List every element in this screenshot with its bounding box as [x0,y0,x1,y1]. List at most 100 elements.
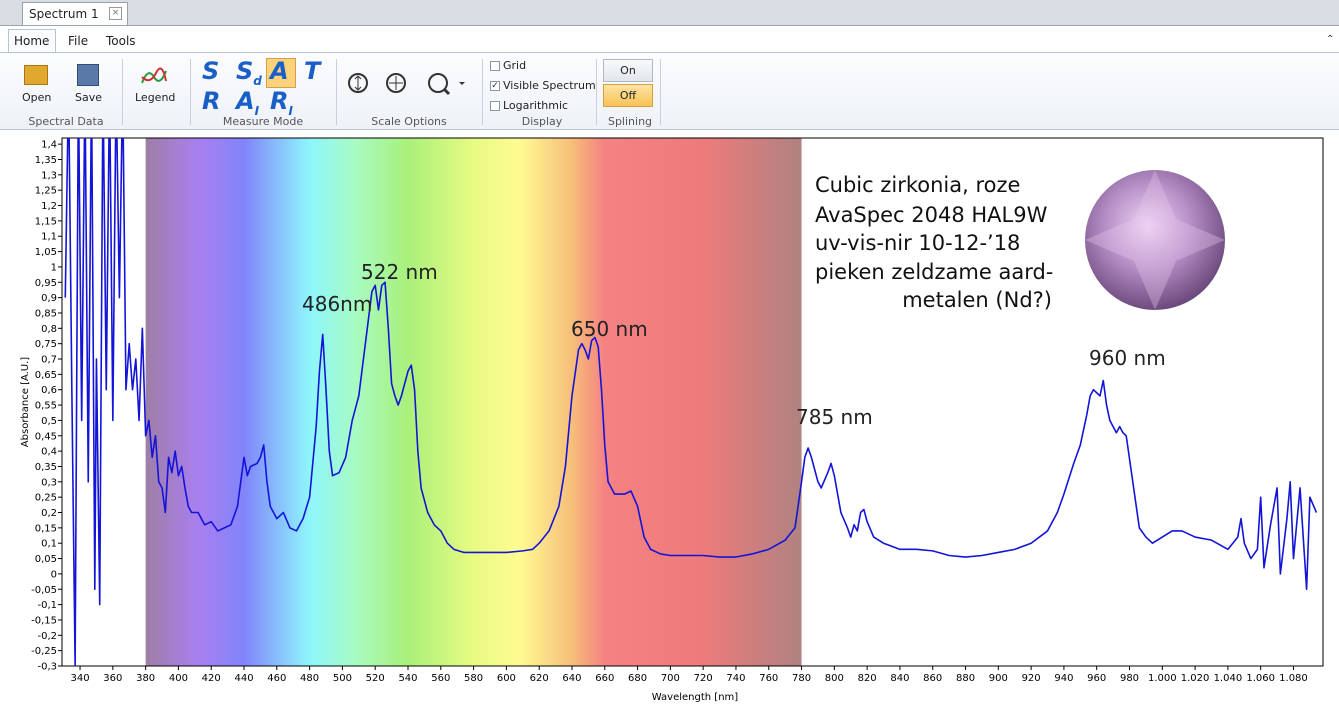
measure-mode[interactable]: RI [270,87,293,118]
y-tick-label: 0,45 [35,431,57,442]
tab-bar: Spectrum 1 × [0,0,1339,26]
open-button[interactable]: Open [22,91,52,104]
y-tick-label: -0,05 [31,585,57,596]
y-tick-label: 0 [51,569,57,580]
save-icon [77,64,99,86]
y-tick-label: 0,95 [35,278,57,289]
x-tick-label: 1.080 [1279,673,1308,684]
line-layer [64,138,1318,666]
x-axis-label: Wavelength [nm] [652,692,738,703]
mode-letter: S [202,57,220,85]
y-tick-label: 0,55 [35,401,57,412]
y-tick-label: 0,4 [41,447,57,458]
ribbon: Open Save Spectral Data Legend S Sd A T R AI R… [0,52,1339,130]
on-label: On [620,64,636,77]
annotation: 522 nm [361,260,438,284]
y-tick-label: -0,3 [37,662,57,673]
x-tick-label: 580 [464,673,483,684]
measure-mode[interactable]: R [202,87,220,115]
x-tick-label: 720 [694,673,713,684]
x-tick-label: 960 [1087,673,1106,684]
x-tick-label: 640 [562,673,581,684]
x-tick-label: 700 [661,673,680,684]
checkbox[interactable]: ✓ [490,81,500,91]
note-line: metalen (Nd?) [902,288,1052,312]
x-tick-label: 420 [202,673,221,684]
x-tick-label: 520 [366,673,385,684]
separator [336,59,337,125]
x-tick-label: 480 [300,673,319,684]
measure-mode[interactable]: AI [236,87,259,118]
x-tick-label: 500 [333,673,352,684]
y-tick-label: 0,9 [41,293,57,304]
measure-mode[interactable]: T [304,57,320,85]
legend-button[interactable]: Legend [135,91,176,104]
y-tick-label: 1,3 [41,170,57,181]
document-tab[interactable]: Spectrum 1 × [22,2,128,25]
y-tick-label: 0,65 [35,370,57,381]
x-tick-label: 540 [398,673,417,684]
y-tick-label: 1 [51,262,57,273]
close-tab[interactable]: × [109,7,122,20]
checkbox-label: Logarithmic [503,99,569,112]
x-tick-label: 360 [103,673,122,684]
annotations: 486nm 522 nm 650 nm 785 nm 960 nm [302,260,1166,429]
separator [482,59,483,125]
y-tick-label: 1,35 [35,155,57,166]
x-tick-label: 660 [595,673,614,684]
measure-mode[interactable]: A [270,57,289,85]
annotation: 960 nm [1089,346,1166,370]
menu-file[interactable]: File [68,34,89,48]
y-tick-label: 1,25 [35,186,57,197]
x-tick-label: 340 [70,673,89,684]
y-tick-label: -0,25 [31,646,57,657]
y-tick-label: 0,25 [35,493,57,504]
mode-subscript: I [254,103,260,118]
y-tick-label: 0,05 [35,554,57,565]
x-tick-label: 620 [530,673,549,684]
x-tick-label: 1.000 [1148,673,1177,684]
y-tick-label: 0,85 [35,308,57,319]
menu-bar: Home File Tools ⌃ [0,26,1339,53]
visible-spectrum [145,138,802,666]
y-tick-label: 1,1 [41,232,57,243]
y-tick-label: 0,35 [35,462,57,473]
y-tick-label: 1,4 [41,140,57,151]
y-tick-label: 0,6 [41,385,57,396]
annotation: 650 nm [571,317,648,341]
y-tick-label: 0,8 [41,324,57,335]
menu-home[interactable]: Home [14,34,50,48]
save-button[interactable]: Save [75,91,103,104]
checkbox[interactable] [490,61,500,71]
x-tick-label: 860 [923,673,942,684]
background-layer [145,138,802,666]
collapse-ribbon[interactable]: ⌃ [1326,34,1335,45]
y-tick-label: 1,15 [35,216,57,227]
separator [660,59,661,125]
checkbox[interactable] [490,101,500,111]
group-label: Measure Mode [222,115,304,128]
measure-mode[interactable]: S [202,57,219,85]
separator [122,59,123,125]
tab-title: Spectrum 1 [29,7,99,21]
group-label: Scale Options [371,115,447,128]
off-label: Off [619,89,637,102]
home-tab-frame [8,29,56,53]
y-tick-label: -0,15 [31,615,57,626]
splining-on[interactable]: On [603,59,653,82]
x-tick-label: 680 [628,673,647,684]
y-tick-label: 1,2 [41,201,57,212]
x-tick-label: 560 [431,673,450,684]
x-tick-label: 840 [890,673,909,684]
measure-mode[interactable]: Sd [236,57,262,88]
splining-off[interactable]: Off [603,84,653,107]
note-line: uv-vis-nir 10-12-’18 [815,231,1020,255]
scale-icons [348,73,465,96]
x-tick-label: 980 [1120,673,1139,684]
x-tick-label: 600 [497,673,516,684]
mode-letter: A [236,87,255,115]
group-label: Splining [607,115,653,128]
menu-tools[interactable]: Tools [106,34,136,48]
x-tick-label: 760 [759,673,778,684]
chart: 486nm 522 nm 650 nm 785 nm 960 nm Cubic … [20,137,1324,703]
